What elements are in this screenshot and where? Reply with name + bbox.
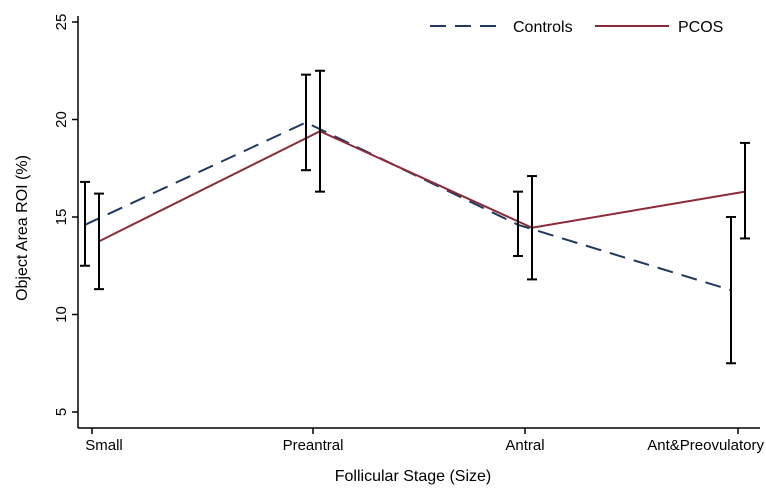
- errorbar-layer: [80, 69, 750, 365]
- y-tick-label: 20: [53, 111, 70, 128]
- legend: Controls PCOS: [430, 19, 723, 36]
- x-axis-title: Follicular Stage (Size): [335, 468, 492, 485]
- y-axis-title: Object Area ROI (%): [14, 155, 31, 301]
- x-tick-label: Ant&Preovulatory: [647, 437, 764, 454]
- x-tick-labels: Small Preantral Antral Ant&Preovulatory: [85, 437, 764, 454]
- y-tick-label: 5: [53, 408, 70, 416]
- error-bar: [94, 192, 104, 291]
- legend-label-pcos: PCOS: [678, 19, 723, 36]
- axes: [72, 16, 760, 434]
- series-line-controls: [84, 121, 732, 292]
- y-tick-label: 15: [53, 209, 70, 226]
- y-tick-labels: 5 10 15 20 25: [53, 14, 70, 417]
- y-tick-label: 10: [53, 306, 70, 323]
- x-tick-label: Preantral: [283, 437, 344, 454]
- series-line-pcos: [98, 130, 746, 243]
- error-bar: [726, 216, 736, 365]
- error-bar: [315, 69, 325, 193]
- error-bar: [513, 190, 523, 257]
- error-bar: [80, 180, 90, 267]
- series-layer: [84, 121, 746, 292]
- error-bar: [740, 141, 750, 240]
- legend-label-controls: Controls: [513, 19, 573, 36]
- x-tick-label: Small: [85, 437, 123, 454]
- x-tick-label: Antral: [505, 437, 544, 454]
- y-tick-label: 25: [53, 14, 70, 31]
- error-bar: [527, 175, 537, 281]
- error-bar: [301, 73, 311, 172]
